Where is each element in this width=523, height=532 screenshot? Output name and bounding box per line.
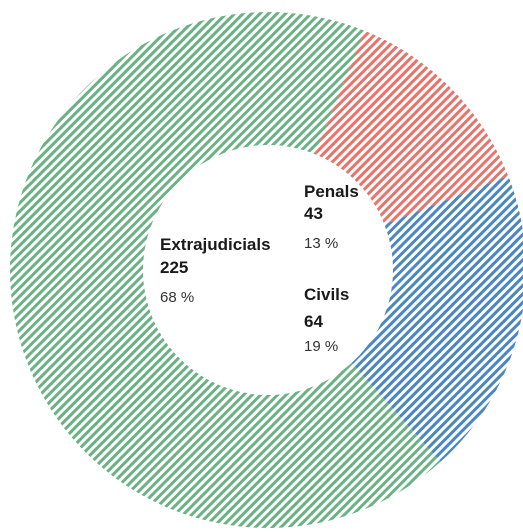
label-civils: Civils 64 19 % [304, 285, 349, 355]
label-extrajudicials-percent: 68 % [160, 289, 194, 306]
label-civils-percent: 19 % [304, 338, 338, 355]
slice-penals [314, 30, 509, 225]
label-penals-percent: 13 % [304, 235, 338, 252]
label-civils-value: 64 [304, 312, 323, 331]
label-penals-name: Penals [304, 182, 359, 201]
label-extrajudicials-value: 225 [160, 258, 188, 277]
label-penals-value: 43 [304, 204, 323, 223]
slice-civils [351, 175, 523, 462]
label-extrajudicials: Extrajudicials 225 68 % [160, 235, 271, 306]
label-civils-name: Civils [304, 285, 349, 304]
label-penals: Penals 43 13 % [304, 182, 359, 252]
label-extrajudicials-name: Extrajudicials [160, 235, 271, 254]
slices-group [10, 11, 523, 528]
slice-extrajudicials [10, 11, 441, 528]
